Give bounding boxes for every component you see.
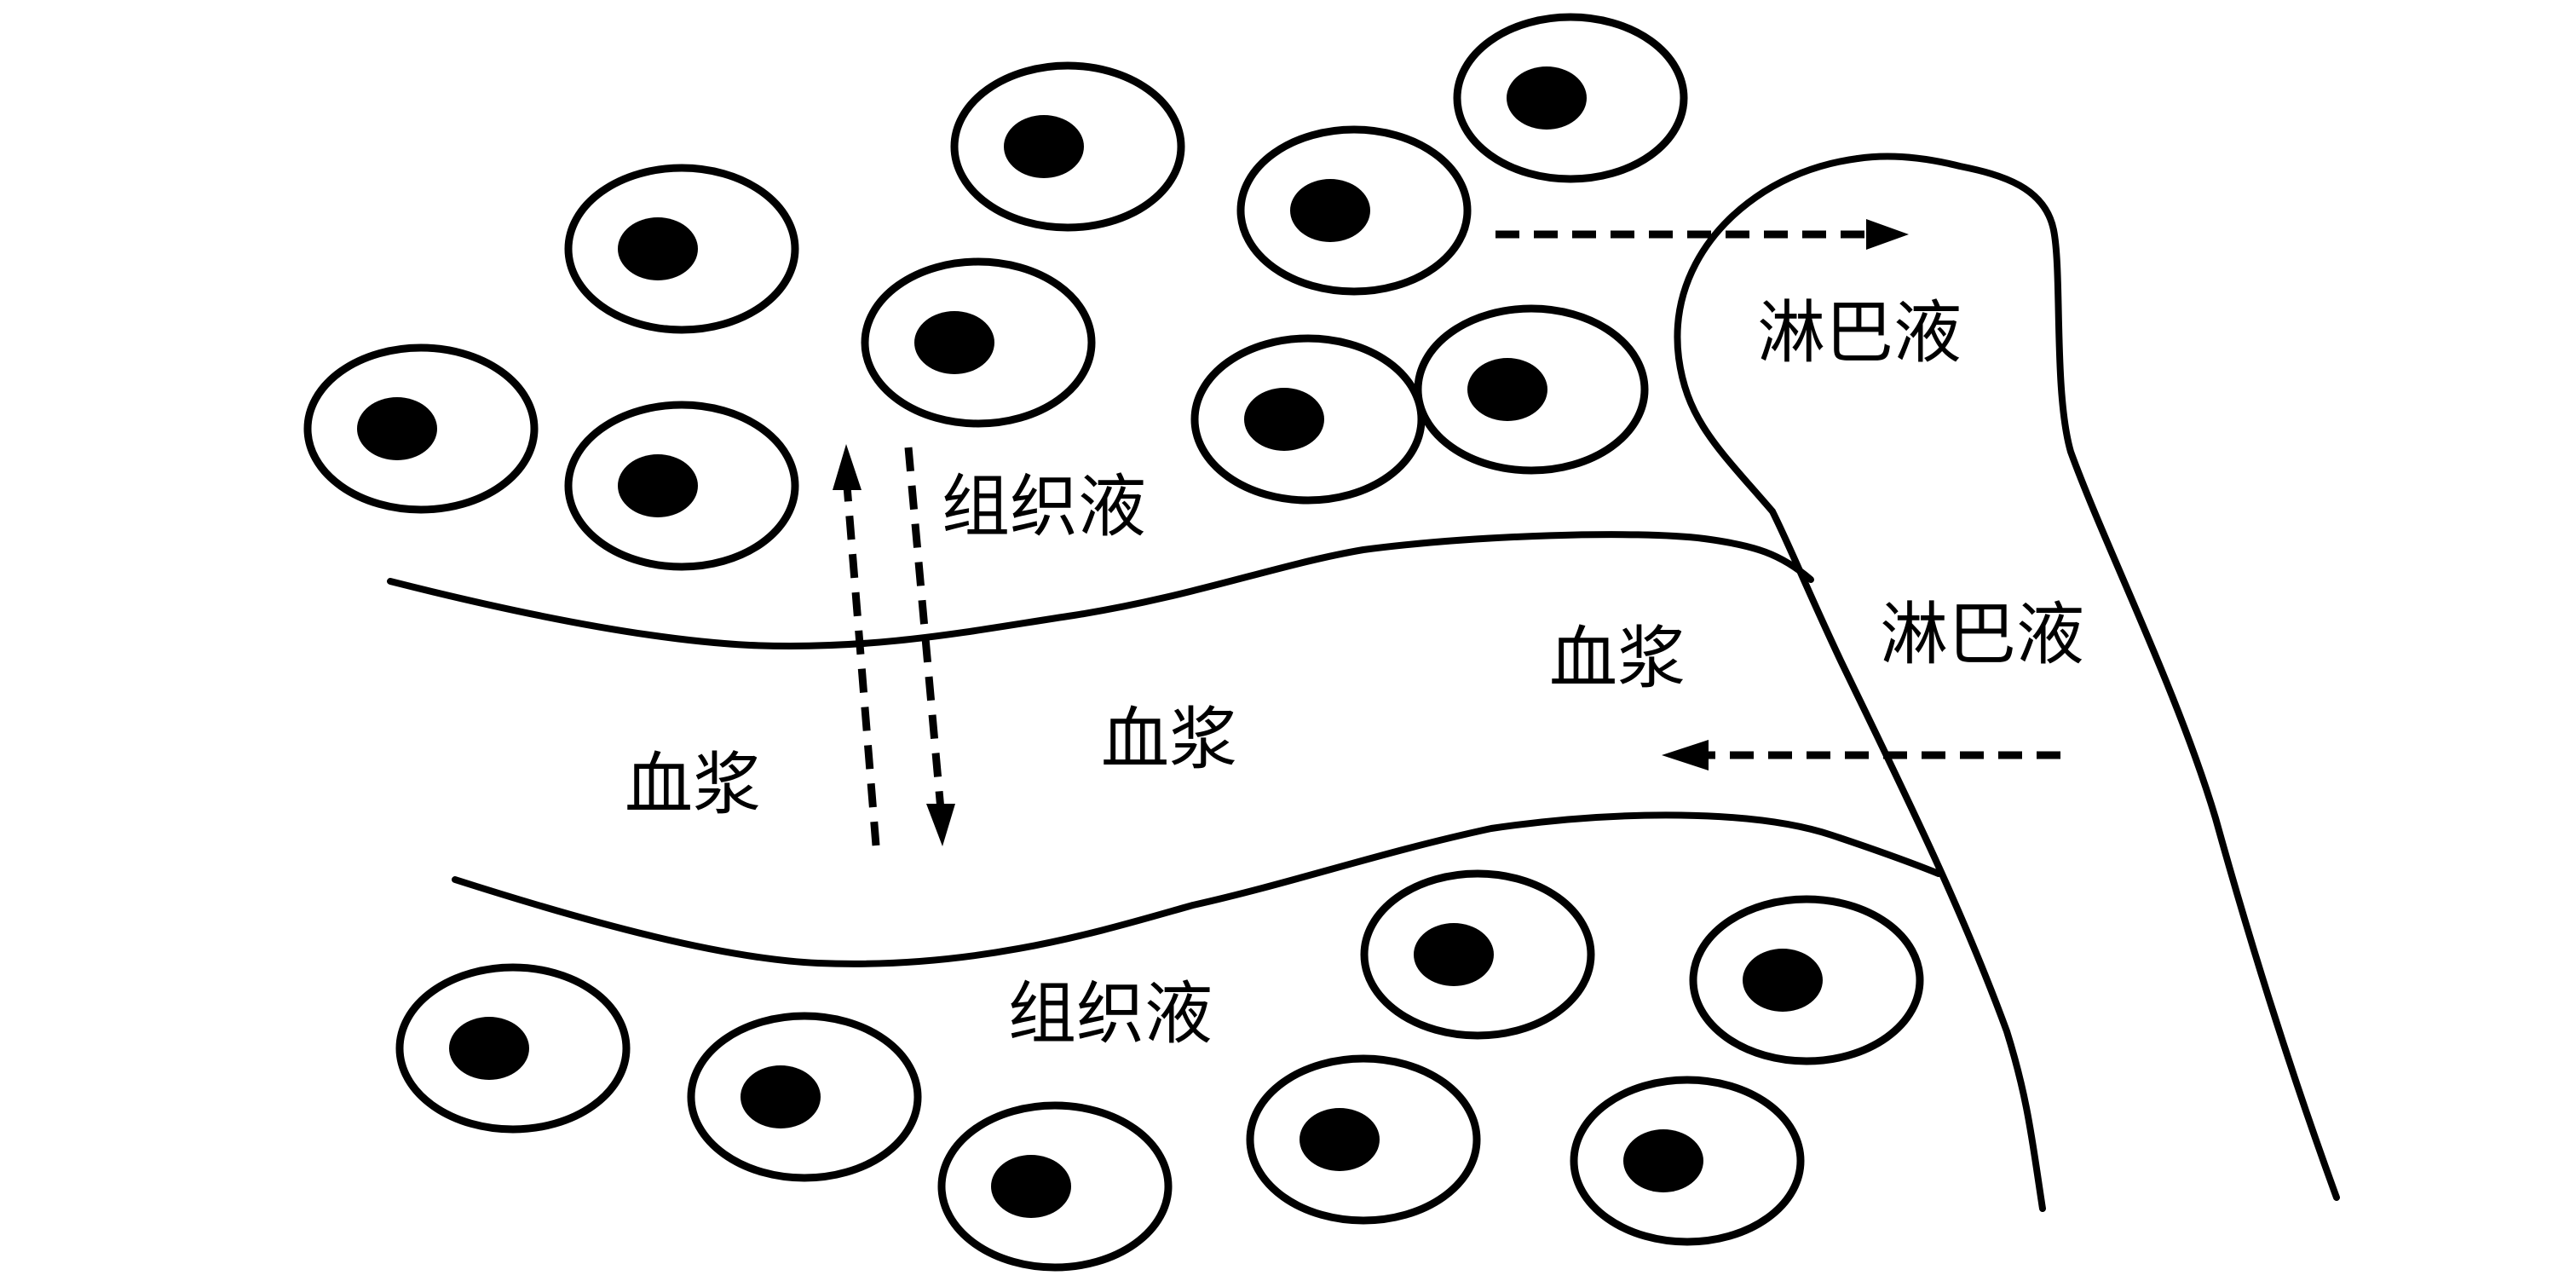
tissue-cell bbox=[942, 1105, 1168, 1267]
lymph-vessel-right-wall bbox=[1854, 153, 2340, 1201]
label-plasma-right: 血浆 bbox=[1549, 619, 1686, 698]
label-tissue-fluid-bottom: 组织液 bbox=[1008, 974, 1213, 1053]
tissue-cell bbox=[1241, 130, 1467, 291]
label-lymph-top: 淋巴液 bbox=[1757, 293, 1962, 372]
flow-arrow-tissue-fluid-to-lymph bbox=[1495, 219, 1909, 250]
flow-arrow-tissue-fluid-to-plasma bbox=[833, 444, 880, 846]
label-plasma-center: 血浆 bbox=[1101, 700, 1237, 779]
tissue-cell bbox=[1457, 17, 1684, 179]
lymph-vessel-left-wall bbox=[1674, 155, 2046, 1212]
tissue-cell bbox=[954, 66, 1181, 228]
tissue-cell bbox=[865, 262, 1092, 424]
label-lymph-right: 淋巴液 bbox=[1880, 595, 2084, 674]
tissue-cell bbox=[1364, 874, 1591, 1036]
tissue-cell bbox=[1693, 899, 1920, 1061]
flow-arrow-lymph-to-plasma bbox=[1662, 740, 2060, 770]
tissue-cell bbox=[1195, 338, 1421, 500]
tissue-cell bbox=[568, 168, 795, 330]
tissue-cell bbox=[1574, 1080, 1801, 1242]
capillary-lower-wall bbox=[452, 811, 1942, 967]
tissue-cell bbox=[691, 1016, 918, 1178]
tissue-cell bbox=[1418, 309, 1645, 470]
label-plasma-left: 血浆 bbox=[625, 745, 761, 824]
tissue-cell bbox=[568, 405, 795, 567]
tissue-cell bbox=[1250, 1059, 1477, 1221]
flow-arrow-plasma-to-tissue-fluid bbox=[904, 447, 955, 846]
label-tissue-fluid-top: 组织液 bbox=[942, 467, 1146, 546]
tissue-cell bbox=[400, 967, 626, 1129]
capillary-upper-wall bbox=[387, 531, 1814, 649]
tissue-cell bbox=[308, 348, 534, 510]
